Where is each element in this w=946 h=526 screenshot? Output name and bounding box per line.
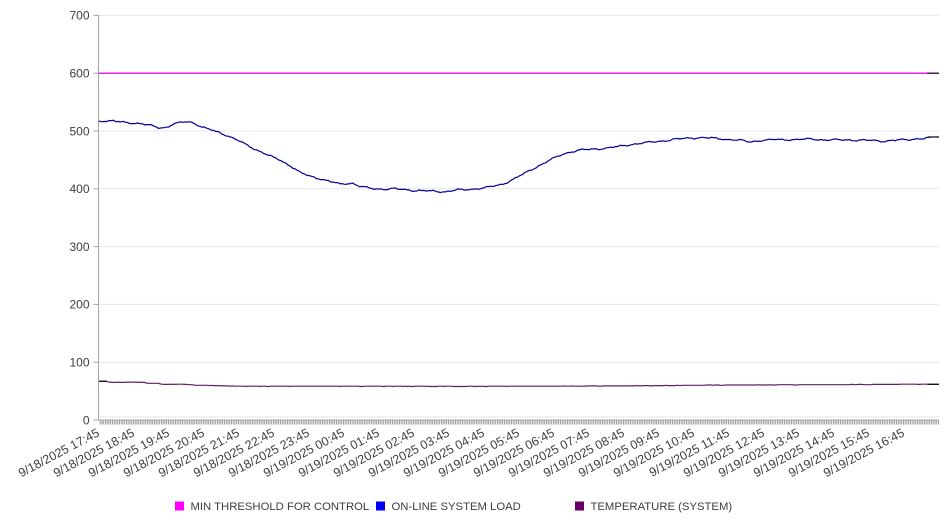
svg-text:MIN THRESHOLD FOR CONTROL: MIN THRESHOLD FOR CONTROL bbox=[191, 501, 370, 513]
svg-text:0: 0 bbox=[83, 413, 90, 427]
svg-text:600: 600 bbox=[69, 67, 89, 81]
svg-text:200: 200 bbox=[69, 298, 89, 312]
svg-text:400: 400 bbox=[69, 182, 89, 196]
svg-text:ON-LINE SYSTEM LOAD: ON-LINE SYSTEM LOAD bbox=[392, 501, 521, 513]
svg-text:700: 700 bbox=[69, 9, 89, 23]
svg-text:300: 300 bbox=[69, 240, 89, 254]
svg-text:TEMPERATURE (SYSTEM): TEMPERATURE (SYSTEM) bbox=[591, 501, 733, 513]
svg-text:100: 100 bbox=[69, 356, 89, 370]
svg-text:500: 500 bbox=[69, 124, 89, 138]
